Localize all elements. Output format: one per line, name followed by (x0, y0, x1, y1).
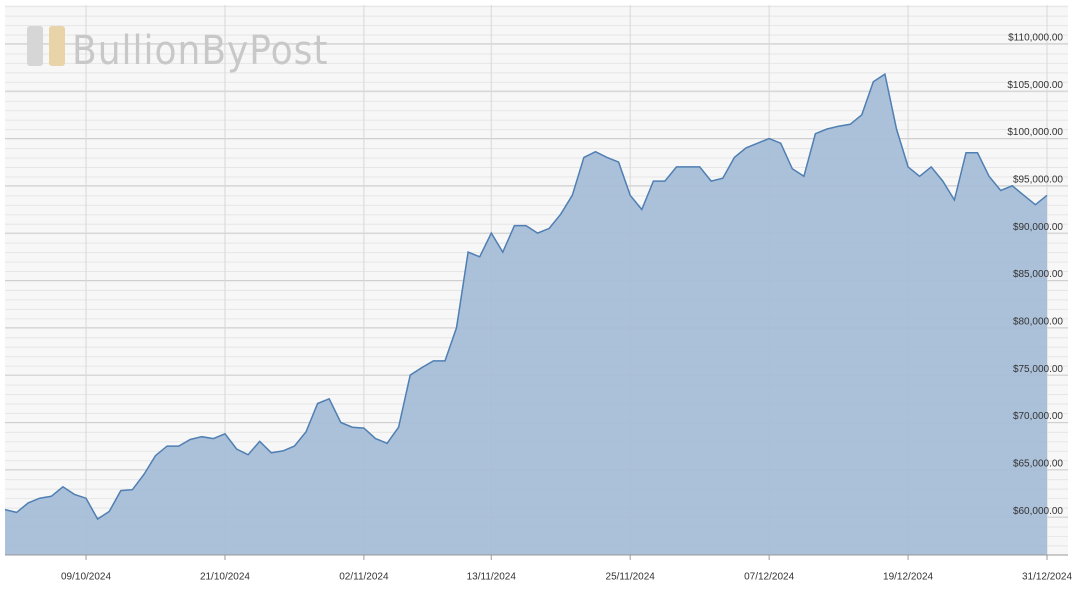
y-tick-label: $95,000.00 (1013, 174, 1063, 185)
x-tick-label: 02/11/2024 (339, 572, 389, 583)
x-tick-label: 31/12/2024 (1022, 572, 1072, 583)
y-tick-label: $75,000.00 (1013, 364, 1063, 375)
x-tick-label: 13/11/2024 (467, 572, 517, 583)
y-tick-label: $85,000.00 (1013, 269, 1063, 280)
logo: BullionByPost (27, 26, 328, 74)
area-fill (5, 74, 1047, 555)
x-tick-label: 07/12/2024 (744, 572, 794, 583)
y-tick-label: $65,000.00 (1013, 458, 1063, 469)
x-tick-label: 25/11/2024 (606, 572, 656, 583)
y-tick-label: $60,000.00 (1013, 506, 1063, 517)
y-tick-label: $80,000.00 (1013, 316, 1063, 327)
y-tick-label: $90,000.00 (1013, 222, 1063, 233)
y-tick-label: $100,000.00 (1007, 127, 1063, 138)
x-tick-label: 21/10/2024 (200, 572, 250, 583)
price-line (4, 72, 1048, 521)
watermark: BullionByPost (72, 28, 328, 74)
x-tick-label: 19/12/2024 (883, 572, 933, 583)
y-tick-label: $70,000.00 (1013, 411, 1063, 422)
x-tick-label: 09/10/2024 (61, 572, 111, 583)
y-tick-label: $105,000.00 (1007, 80, 1063, 91)
y-tick-label: $110,000.00 (1008, 32, 1063, 43)
